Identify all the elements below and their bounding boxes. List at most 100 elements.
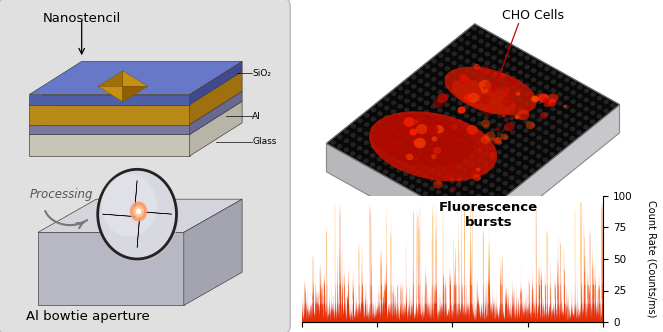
Circle shape xyxy=(416,124,428,134)
Circle shape xyxy=(364,113,369,118)
Circle shape xyxy=(404,80,410,85)
Circle shape xyxy=(450,133,455,138)
Circle shape xyxy=(531,77,536,82)
Circle shape xyxy=(550,88,556,93)
Text: Fluorescence
bursts: Fluorescence bursts xyxy=(439,201,538,229)
Circle shape xyxy=(489,152,496,157)
Circle shape xyxy=(485,79,497,90)
Circle shape xyxy=(423,164,428,169)
Circle shape xyxy=(556,128,562,133)
Circle shape xyxy=(590,110,595,115)
Circle shape xyxy=(583,125,589,129)
Circle shape xyxy=(524,83,530,87)
Circle shape xyxy=(523,155,528,160)
Circle shape xyxy=(411,93,416,98)
Circle shape xyxy=(391,137,396,141)
Circle shape xyxy=(477,139,482,144)
Circle shape xyxy=(432,136,438,141)
Circle shape xyxy=(425,64,430,69)
Circle shape xyxy=(477,130,482,134)
Circle shape xyxy=(473,174,481,181)
Ellipse shape xyxy=(371,114,474,166)
Circle shape xyxy=(536,135,542,140)
Polygon shape xyxy=(326,143,471,252)
Circle shape xyxy=(497,132,502,136)
Circle shape xyxy=(397,113,403,118)
Circle shape xyxy=(503,117,509,122)
Circle shape xyxy=(463,159,469,164)
Circle shape xyxy=(517,116,522,120)
Circle shape xyxy=(558,74,563,78)
Circle shape xyxy=(438,62,444,67)
Circle shape xyxy=(570,118,575,122)
Circle shape xyxy=(423,182,428,187)
Circle shape xyxy=(457,178,463,183)
Circle shape xyxy=(511,75,516,80)
Circle shape xyxy=(511,103,516,108)
Circle shape xyxy=(476,157,482,162)
Circle shape xyxy=(498,50,504,54)
Circle shape xyxy=(444,139,449,143)
Circle shape xyxy=(463,141,469,145)
Circle shape xyxy=(444,112,450,116)
Circle shape xyxy=(417,115,423,120)
Circle shape xyxy=(458,144,464,150)
Circle shape xyxy=(133,206,144,217)
Circle shape xyxy=(497,86,503,91)
Circle shape xyxy=(471,99,476,104)
Circle shape xyxy=(377,111,383,116)
Circle shape xyxy=(564,123,569,128)
Circle shape xyxy=(457,119,463,124)
Circle shape xyxy=(477,112,483,117)
Circle shape xyxy=(433,99,444,108)
Circle shape xyxy=(477,103,483,107)
Circle shape xyxy=(544,75,550,80)
Circle shape xyxy=(517,110,530,120)
Circle shape xyxy=(390,164,395,169)
Circle shape xyxy=(396,177,402,182)
Circle shape xyxy=(443,148,449,153)
Circle shape xyxy=(473,64,480,70)
Circle shape xyxy=(464,94,473,102)
Circle shape xyxy=(456,164,461,169)
Circle shape xyxy=(523,128,529,133)
Circle shape xyxy=(531,59,536,64)
Ellipse shape xyxy=(444,67,537,115)
Circle shape xyxy=(457,138,459,140)
Circle shape xyxy=(410,139,416,143)
Circle shape xyxy=(130,202,147,221)
Circle shape xyxy=(536,154,542,158)
Circle shape xyxy=(465,41,471,45)
Circle shape xyxy=(398,86,403,91)
Circle shape xyxy=(482,206,487,211)
Polygon shape xyxy=(123,86,148,102)
Circle shape xyxy=(505,72,510,76)
Circle shape xyxy=(431,154,437,159)
Circle shape xyxy=(445,66,450,71)
Circle shape xyxy=(557,92,563,97)
Circle shape xyxy=(424,91,430,96)
Circle shape xyxy=(548,93,559,103)
Circle shape xyxy=(516,134,522,138)
Circle shape xyxy=(436,199,441,204)
Circle shape xyxy=(517,97,522,102)
Circle shape xyxy=(432,59,437,63)
Circle shape xyxy=(495,127,500,131)
Polygon shape xyxy=(184,199,242,305)
Circle shape xyxy=(351,133,356,138)
Circle shape xyxy=(424,101,430,105)
Circle shape xyxy=(457,146,462,151)
Circle shape xyxy=(384,133,389,138)
Circle shape xyxy=(403,171,408,176)
Circle shape xyxy=(465,68,470,73)
Circle shape xyxy=(469,163,475,167)
Circle shape xyxy=(391,110,396,114)
Circle shape xyxy=(387,134,391,138)
Circle shape xyxy=(357,119,363,123)
Circle shape xyxy=(406,154,414,160)
Circle shape xyxy=(402,181,408,185)
Circle shape xyxy=(450,179,455,184)
Circle shape xyxy=(491,83,497,87)
Circle shape xyxy=(344,129,349,134)
Circle shape xyxy=(583,107,589,111)
